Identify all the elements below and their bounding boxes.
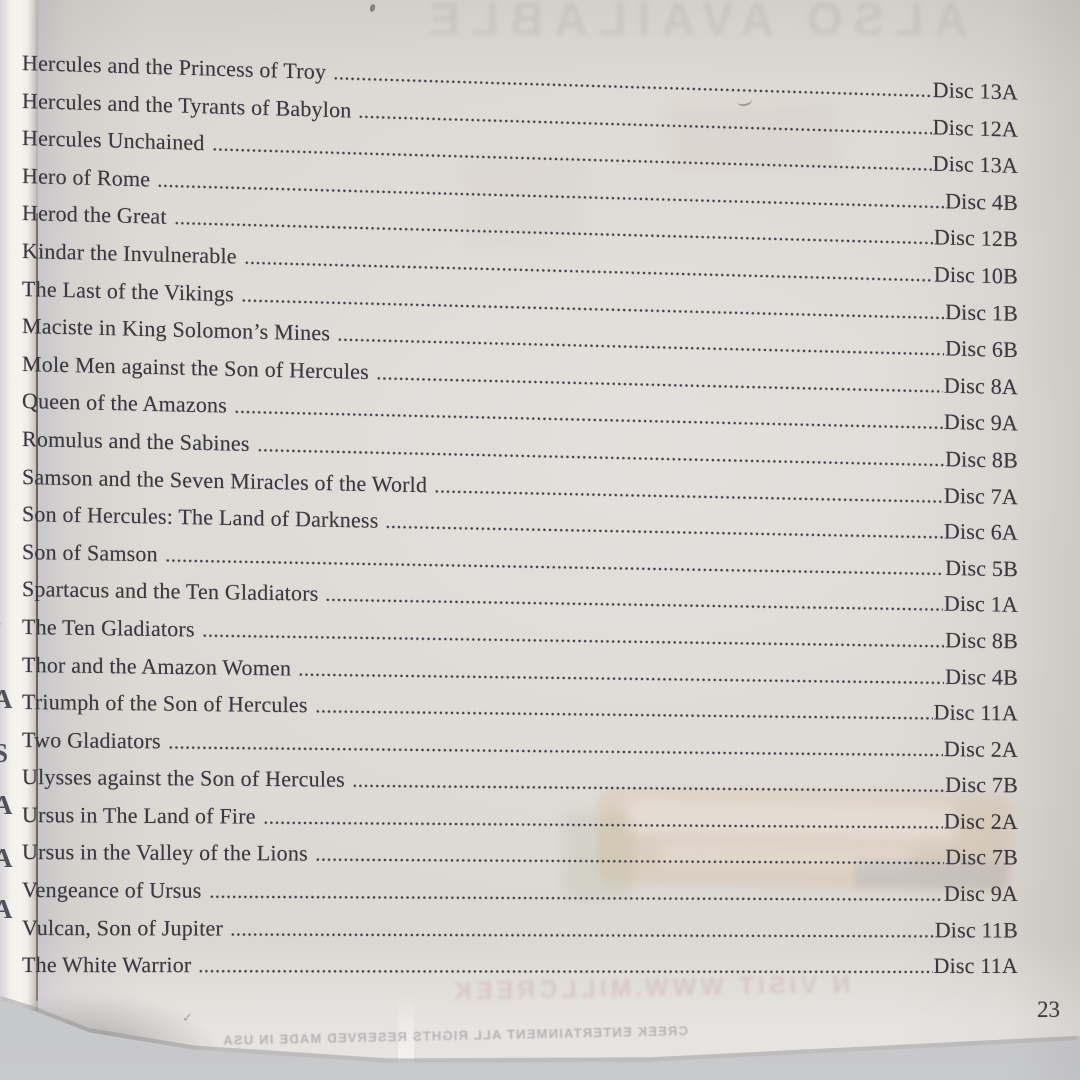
- disc-label: Disc 13A: [932, 76, 1018, 105]
- disc-label: Disc 11B: [934, 916, 1018, 942]
- disc-label: Disc 8A: [943, 371, 1018, 399]
- bleedthrough-top-title: ALSO AVAILABLE: [418, 0, 968, 45]
- edge-letter-fragment: A: [0, 684, 13, 714]
- edge-letter-fragment: A: [0, 843, 13, 873]
- toc-list: Hercules and the Princess of Troy Disc 1…: [22, 42, 1018, 982]
- disc-label: Disc 12B: [933, 224, 1018, 252]
- disc-label: Disc 1A: [943, 590, 1018, 617]
- dot-leader: [230, 931, 934, 938]
- small-mark: ✓: [182, 1010, 193, 1026]
- disc-label: Disc 7B: [945, 844, 1018, 870]
- movie-title: Ursus in the Valley of the Lions: [22, 839, 308, 866]
- dot-leader: [208, 894, 943, 902]
- disc-label: Disc 11A: [933, 952, 1019, 978]
- disc-label: Disc 2A: [943, 807, 1018, 834]
- toc-row: The White Warrior Disc 11A: [22, 944, 1018, 983]
- disc-label: Disc 6A: [943, 518, 1018, 545]
- toc-row: Ursus in the Valley of the Lions Disc 7B: [22, 831, 1018, 874]
- spine-crease-line: [36, 213, 38, 1001]
- disc-label: Disc 13A: [932, 150, 1018, 178]
- toc-row: Vulcan, Son of Jupiter Disc 11B: [22, 907, 1018, 947]
- edge-letter-fragment: ›: [0, 606, 2, 637]
- dot-leader: [351, 783, 945, 793]
- movie-title: Romulus and the Sabines: [22, 425, 250, 456]
- disc-label: Disc 7A: [943, 481, 1018, 509]
- disc-label: Disc 5B: [945, 554, 1018, 581]
- movie-title: Vengeance of Ursus: [22, 876, 202, 903]
- disc-label: Disc 6B: [945, 335, 1018, 362]
- movie-title: Herod the Great: [22, 199, 167, 229]
- disc-label: Disc 8B: [945, 626, 1018, 653]
- disc-label: Disc 4B: [945, 663, 1018, 689]
- disc-label: Disc 9A: [943, 880, 1018, 906]
- dot-leader: [325, 597, 943, 612]
- disc-label: Disc 7B: [945, 771, 1018, 798]
- edge-letter-fragment: S: [0, 738, 9, 768]
- movie-title: Vulcan, Son of Jupiter: [22, 914, 224, 940]
- dot-leader: [385, 524, 943, 540]
- dot-leader: [198, 969, 933, 974]
- movie-title: Ulysses against the Son of Hercules: [22, 763, 345, 792]
- dot-leader: [201, 633, 945, 648]
- movie-title: Two Gladiators: [22, 726, 161, 753]
- edge-letter-fragment: A: [0, 894, 13, 924]
- movie-title: The White Warrior: [22, 951, 192, 978]
- disc-label: Disc 1B: [945, 298, 1018, 326]
- dot-leader: [167, 744, 943, 757]
- dot-leader: [298, 671, 945, 685]
- disc-label: Disc 4B: [945, 187, 1018, 215]
- movie-title: Hero of Rome: [22, 162, 151, 191]
- dot-leader: [434, 488, 943, 503]
- disc-label: Disc 12A: [932, 113, 1018, 141]
- movie-title: Ursus in The Land of Fire: [22, 801, 256, 829]
- dot-leader: [314, 857, 945, 866]
- disc-label: Disc 10B: [933, 261, 1018, 289]
- page-number: 23: [1037, 997, 1060, 1022]
- toc-row: Vengeance of Ursus Disc 9A: [22, 869, 1018, 911]
- disc-label: Disc 8B: [945, 445, 1018, 473]
- edge-letter-fragment: A: [0, 790, 13, 820]
- movie-title: Triumph of the Son of Hercules: [22, 688, 308, 717]
- movie-title: Son of Samson: [22, 538, 158, 566]
- dot-leader: [262, 820, 943, 829]
- dot-leader: [314, 709, 933, 721]
- paper-sheen: [398, 995, 414, 1065]
- disc-label: Disc 2A: [943, 735, 1018, 762]
- movie-title: Thor and the Amazon Women: [22, 651, 292, 680]
- movie-title: The Ten Gladiators: [22, 613, 195, 641]
- disc-label: Disc 11A: [933, 699, 1019, 726]
- disc-label: Disc 9A: [943, 408, 1018, 436]
